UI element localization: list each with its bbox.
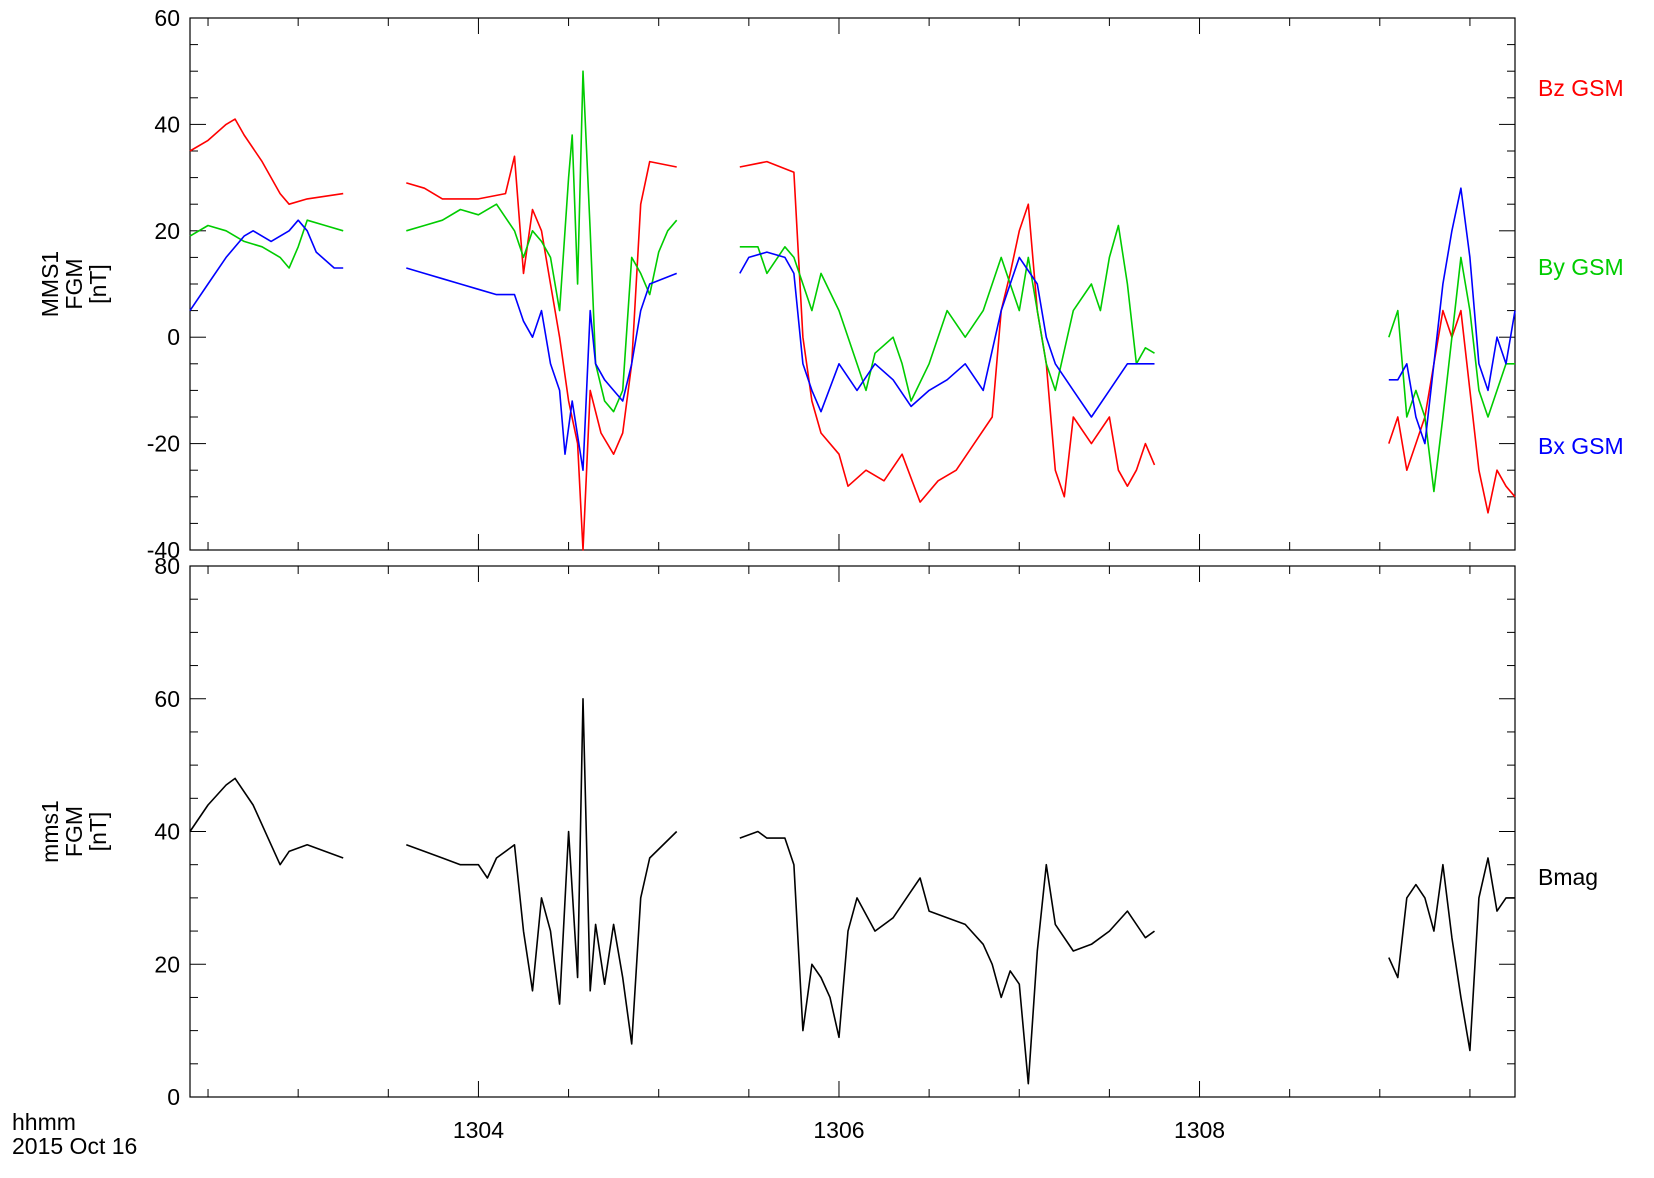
series-line-segment xyxy=(1388,256,1515,493)
series-line-segment xyxy=(739,224,1155,402)
y-tick-label: 20 xyxy=(154,951,180,977)
series-line-segment xyxy=(189,219,344,269)
plot-frame xyxy=(189,565,1516,1098)
y-axis-title-line: FGM xyxy=(61,258,87,309)
x-axis-title-line: hhmm xyxy=(12,1109,76,1135)
y-tick-label: 40 xyxy=(154,111,180,137)
x-axis-title-line: 2015 Oct 16 xyxy=(12,1133,137,1159)
y-tick-label: 0 xyxy=(167,1084,180,1110)
series-line-segment xyxy=(739,830,1155,1085)
y-axis-title-line: MMS1 xyxy=(37,251,63,317)
series-bmag xyxy=(189,698,1515,1085)
series-line-segment xyxy=(189,118,344,205)
x-tick-label: 1304 xyxy=(453,1117,504,1143)
plot-frame xyxy=(189,17,1516,551)
series-bz-gsm xyxy=(189,118,1516,551)
series-line-segment xyxy=(406,155,677,551)
series-line-segment xyxy=(189,777,344,866)
series-line-segment xyxy=(739,251,1155,418)
y-tick-label: 60 xyxy=(154,686,180,712)
x-tick-label: 1308 xyxy=(1174,1117,1225,1143)
series-label: Bmag xyxy=(1538,864,1598,890)
series-line-segment xyxy=(189,219,344,312)
series-line-segment xyxy=(1388,187,1516,445)
y-tick-label: 40 xyxy=(154,819,180,845)
series-label: By GSM xyxy=(1538,254,1624,280)
series-bx-gsm xyxy=(189,187,1516,471)
y-axis-title-line: mms1 xyxy=(37,800,63,863)
y-tick-label: 60 xyxy=(154,5,180,31)
x-tick-label: 1306 xyxy=(813,1117,864,1143)
y-tick-label: 80 xyxy=(154,553,180,579)
series-line-segment xyxy=(406,70,678,413)
y-axis-title-line: FGM xyxy=(61,806,87,857)
series-line-segment xyxy=(406,267,677,471)
y-axis-title-line: [nT] xyxy=(85,812,111,852)
y-tick-label: -40 xyxy=(147,537,180,563)
y-axis-title-line: [nT] xyxy=(85,264,111,304)
y-tick-label: 0 xyxy=(167,324,180,350)
series-label: Bz GSM xyxy=(1538,75,1624,101)
series-by-gsm xyxy=(189,70,1515,493)
y-tick-label: 20 xyxy=(154,218,180,244)
series-line-segment xyxy=(406,698,678,1045)
y-tick-label: -20 xyxy=(147,431,180,457)
series-line-segment xyxy=(739,160,1156,503)
series-line-segment xyxy=(1388,857,1515,1052)
series-label: Bx GSM xyxy=(1538,433,1624,459)
